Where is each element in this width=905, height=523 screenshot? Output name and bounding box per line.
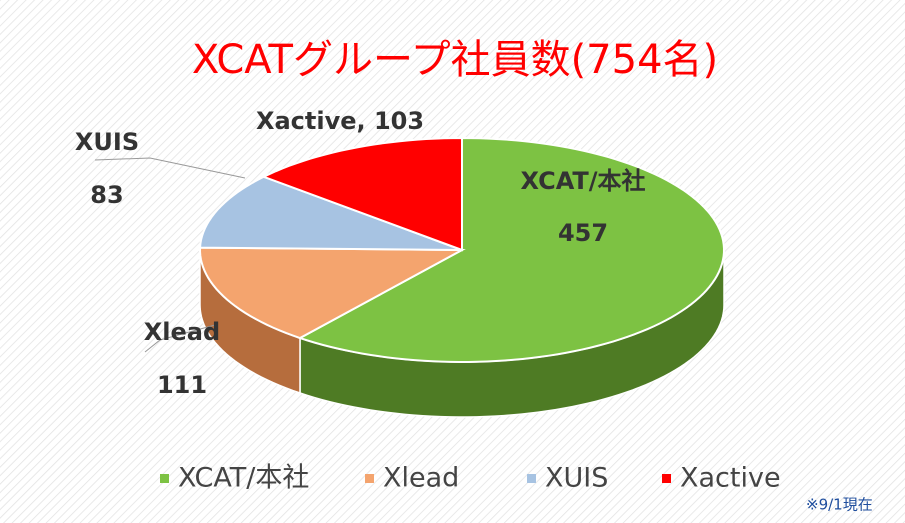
leader-line [94,157,246,179]
legend-marker [662,474,671,483]
legend-label: Xactive [680,463,781,494]
data-label-name: XCAT/本社 [520,167,645,195]
legend-label: XCAT/本社 [178,463,309,494]
data-label-value: 111 [157,371,207,399]
chart-title: XCATグループ社員数(754名) [192,37,718,83]
leader-line [144,324,216,353]
data-label-value: 457 [558,219,608,247]
legend-marker [527,474,536,483]
legend-label: XUIS [545,463,608,494]
pie [198,136,725,418]
note: ※9/1現在 [806,496,873,514]
legend-marker [365,474,374,483]
data-label-name: XUIS [75,128,139,156]
data-label-name: Xlead [144,318,220,346]
pie-slice [199,246,466,340]
pie-slice [297,136,725,363]
pie-slice [261,136,463,252]
pie-slice [198,175,463,251]
data-label: Xactive, 103 [256,107,424,135]
data-label-value: 83 [90,181,123,209]
legend-marker [160,474,169,483]
legend-label: Xlead [383,463,459,494]
